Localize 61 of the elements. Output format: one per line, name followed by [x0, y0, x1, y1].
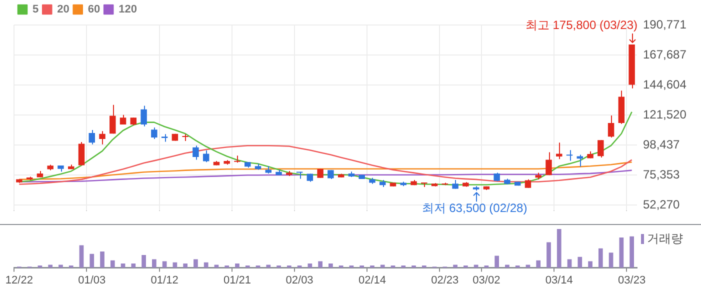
y-tick-label: 52,270: [643, 198, 680, 212]
bar: [328, 264, 333, 268]
x-tick-label: 01/21: [223, 274, 252, 286]
candlestick: [452, 179, 458, 190]
bar: [578, 256, 582, 268]
bar: [266, 264, 271, 268]
legend-label: 5: [32, 4, 39, 16]
x-tick-label: 02/14: [358, 274, 386, 286]
bar: [90, 254, 94, 268]
y-tick-label: 144,604: [643, 77, 687, 92]
x-tick-label: 01/12: [150, 274, 178, 286]
bar: [58, 264, 63, 268]
bar: [619, 238, 624, 268]
bar: [308, 264, 312, 268]
legend-label: 20: [57, 4, 70, 16]
bar: [48, 264, 53, 268]
bar: [235, 264, 240, 268]
bar: [380, 264, 385, 268]
bar: [204, 262, 208, 268]
bar: [536, 260, 541, 268]
bar: [79, 245, 84, 268]
candlestick: [47, 164, 54, 171]
bar: [588, 261, 592, 268]
bar: [194, 259, 198, 268]
bar: [453, 264, 458, 268]
bar: [100, 252, 104, 268]
bar: [630, 236, 634, 268]
candlestick: [58, 165, 64, 172]
candlestick: [462, 182, 469, 188]
candlestick: [504, 178, 510, 186]
legend-label: 60: [88, 4, 100, 16]
y-tick-label: 167,687: [643, 47, 687, 62]
legend-label: 거래량: [647, 231, 683, 246]
candlestick: [328, 170, 334, 180]
bar: [131, 264, 136, 268]
bar: [162, 261, 167, 268]
bar: [546, 242, 551, 268]
bar: [494, 256, 500, 268]
bar: [110, 260, 115, 268]
bar: [152, 259, 156, 268]
y-tick-label: 190,771: [643, 17, 687, 32]
bar: [608, 252, 614, 268]
x-tick-label: 12/22: [5, 274, 33, 286]
x-tick-label: 03/23: [618, 274, 646, 286]
x-tick-label: 01/03: [78, 274, 106, 286]
bar: [556, 229, 562, 268]
y-tick-label: 98,437: [643, 137, 680, 152]
x-tick-label: 03/02: [472, 274, 500, 286]
x-tick-label: 02/03: [286, 274, 314, 286]
annotation: 최저 63,500 (02/28): [422, 200, 528, 215]
bar: [505, 264, 510, 268]
annotation: 최고 175,800 (03/23): [525, 18, 638, 32]
y-tick-label: 75,353: [643, 168, 680, 182]
y-tick-label: 121,520: [643, 107, 687, 122]
bar: [598, 248, 603, 268]
bar: [318, 261, 322, 268]
legend-label: 120: [118, 4, 137, 16]
x-tick-label: 02/23: [431, 274, 459, 286]
bar: [183, 264, 188, 268]
x-tick-label: 03/14: [545, 274, 573, 286]
bar: [142, 254, 146, 268]
